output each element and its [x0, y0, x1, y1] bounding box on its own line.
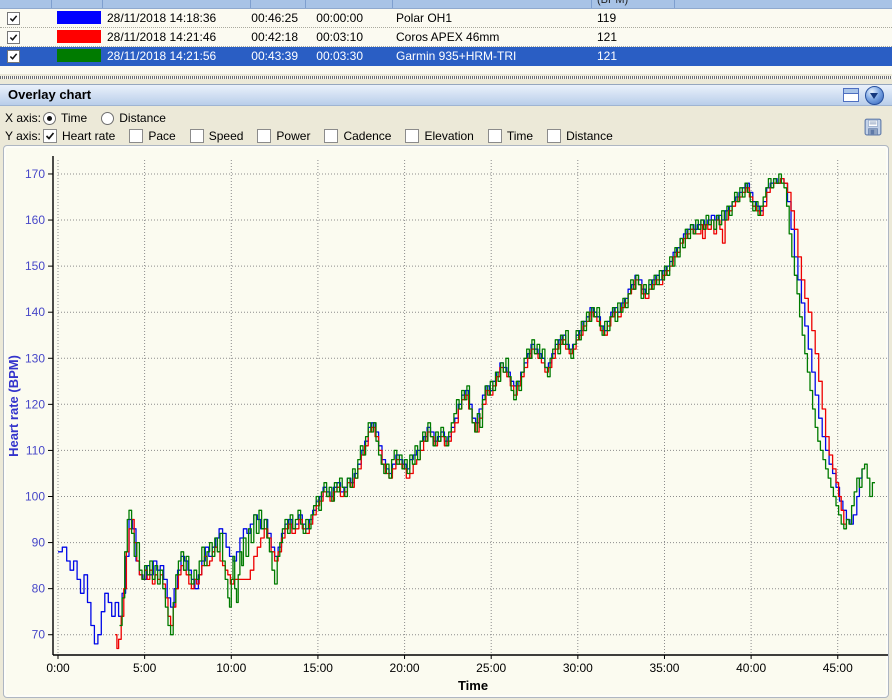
row-visibility-checkbox[interactable] — [7, 31, 20, 44]
x-axis-row: X axis: Time Distance — [0, 109, 892, 127]
svg-text:20:00: 20:00 — [390, 661, 420, 675]
time-radio[interactable] — [43, 111, 56, 125]
distance-checkbox[interactable] — [547, 129, 562, 143]
row-device: Garmin 935+HRM-TRI — [396, 49, 517, 63]
splitter-handle[interactable] — [0, 76, 892, 79]
save-chart-button[interactable] — [864, 118, 884, 138]
heart-rate-checkbox[interactable] — [43, 129, 57, 143]
row-datetime: 28/11/2018 14:21:46 — [107, 30, 217, 44]
svg-text:110: 110 — [26, 443, 45, 457]
table-row[interactable]: 28/11/2018 14:21:46 00:42:18 00:03:10 Co… — [0, 28, 892, 47]
row-offset: 00:03:10 — [316, 30, 363, 44]
svg-text:5:00: 5:00 — [133, 661, 157, 675]
svg-text:0:00: 0:00 — [46, 661, 70, 675]
row-duration: 00:42:18 — [251, 30, 298, 44]
cadence-checkbox[interactable] — [324, 129, 339, 143]
svg-text:80: 80 — [32, 582, 46, 596]
save-icon — [864, 118, 882, 136]
section-title: Overlay chart — [8, 87, 92, 102]
axis-controls: X axis: Time Distance Y axis: Heart rate… — [0, 106, 892, 149]
svg-text:45:00: 45:00 — [823, 661, 853, 675]
y-option-speed[interactable]: Speed — [189, 129, 243, 143]
y-option-power[interactable]: Power — [257, 129, 310, 143]
overlay-chart-header-bar: Overlay chart — [0, 84, 892, 106]
distance-radio[interactable] — [101, 111, 115, 125]
series-color-swatch — [57, 30, 101, 43]
row-visibility-checkbox[interactable] — [7, 50, 20, 63]
svg-text:140: 140 — [25, 305, 45, 319]
y-option-heart-rate[interactable]: Heart rate — [43, 129, 115, 143]
table-row[interactable]: 28/11/2018 14:21:56 00:43:39 00:03:30 Ga… — [0, 47, 892, 66]
row-avg-hr: 121 — [597, 49, 618, 63]
x-option-time[interactable]: Time — [43, 111, 87, 125]
svg-text:70: 70 — [32, 628, 46, 642]
svg-text:15:00: 15:00 — [303, 661, 333, 675]
svg-text:130: 130 — [25, 351, 45, 365]
y-option-distance[interactable]: Distance — [547, 129, 613, 143]
chevron-down-icon — [870, 92, 878, 99]
table-row[interactable]: 28/11/2018 14:18:36 00:46:25 00:00:00 Po… — [0, 9, 892, 28]
split-panel-icon[interactable] — [843, 88, 859, 102]
svg-text:Time: Time — [458, 678, 488, 693]
overlay-chart-plot[interactable]: 0:00 5:00 10:00 15:00 20:00 25:00 30:00 35:00 40… — [4, 146, 888, 695]
svg-text:160: 160 — [25, 213, 45, 227]
row-datetime: 28/11/2018 14:21:56 — [107, 49, 217, 63]
row-device: Polar OH1 — [396, 11, 453, 25]
svg-text:170: 170 — [25, 167, 45, 181]
svg-text:25:00: 25:00 — [476, 661, 506, 675]
collapse-section-button[interactable] — [865, 85, 884, 105]
y-option-cadence[interactable]: Cadence — [324, 129, 391, 143]
row-visibility-checkbox[interactable] — [7, 12, 20, 25]
svg-text:120: 120 — [25, 397, 45, 411]
svg-text:150: 150 — [25, 259, 45, 273]
table-empty-space — [0, 66, 892, 74]
y-option-pace[interactable]: Pace — [129, 129, 176, 143]
avg-hr-column-header: (BPM) — [597, 0, 629, 6]
row-offset: 00:00:00 — [316, 11, 363, 25]
table-header: (BPM) — [0, 0, 892, 9]
row-offset: 00:03:30 — [316, 49, 363, 63]
elevation-checkbox[interactable] — [405, 129, 420, 143]
y-option-time[interactable]: Time — [487, 129, 533, 143]
x-option-distance[interactable]: Distance — [101, 111, 166, 125]
svg-text:40:00: 40:00 — [736, 661, 766, 675]
series-color-swatch — [57, 49, 101, 62]
time-checkbox[interactable] — [487, 129, 502, 143]
row-device: Coros APEX 46mm — [396, 30, 500, 44]
overlay-chart-section: Overlay chart X axis: Time Distance — [0, 84, 892, 149]
recordings-table: (BPM) 28/11/2018 14:18:36 00:46:25 00:00… — [0, 0, 892, 74]
y-option-elevation[interactable]: Elevation — [405, 129, 474, 143]
svg-text:10:00: 10:00 — [216, 661, 246, 675]
svg-text:100: 100 — [25, 489, 45, 503]
row-avg-hr: 121 — [597, 30, 618, 44]
row-duration: 00:46:25 — [251, 11, 298, 25]
speed-checkbox[interactable] — [189, 129, 204, 143]
svg-text:35:00: 35:00 — [649, 661, 679, 675]
power-checkbox[interactable] — [257, 129, 272, 143]
row-datetime: 28/11/2018 14:18:36 — [107, 11, 217, 25]
row-duration: 00:43:39 — [251, 49, 298, 63]
y-axis-row: Y axis: Heart rate Pace Speed Power Cade… — [0, 127, 892, 145]
overlay-chart-panel: 0:00 5:00 10:00 15:00 20:00 25:00 30:00 35:00 40… — [3, 145, 889, 698]
y-axis-label: Y axis: — [5, 129, 41, 143]
svg-text:90: 90 — [32, 536, 46, 550]
series-color-swatch — [57, 11, 101, 24]
svg-text:Heart rate (BPM): Heart rate (BPM) — [6, 355, 21, 457]
pace-checkbox[interactable] — [129, 129, 144, 143]
x-axis-label: X axis: — [5, 111, 42, 125]
svg-text:30:00: 30:00 — [563, 661, 593, 675]
row-avg-hr: 119 — [597, 11, 617, 25]
